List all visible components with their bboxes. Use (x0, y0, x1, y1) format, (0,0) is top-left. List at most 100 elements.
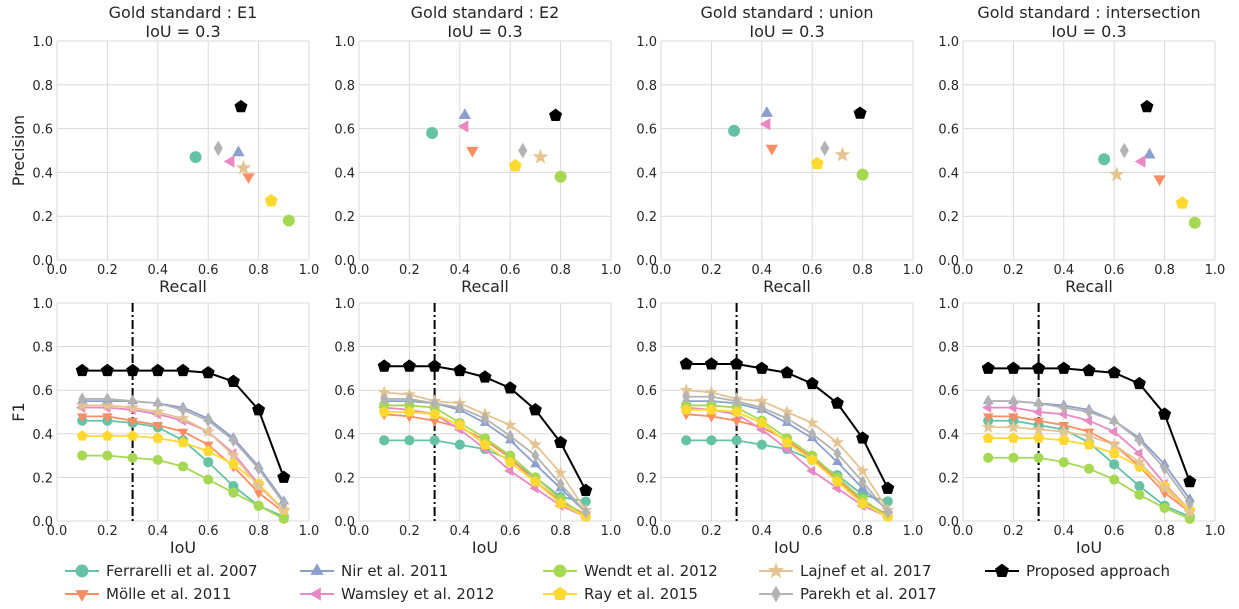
point-ferrarelli (1134, 481, 1145, 492)
x-tick-label: 0.0 (47, 263, 68, 278)
point-ray (378, 406, 390, 417)
point-parekh (581, 505, 590, 519)
x-tick-label: 0.6 (198, 524, 219, 539)
point-molle (76, 413, 88, 423)
chart-title: Gold standard : E2 (411, 3, 560, 22)
y-tick-label: 0.8 (32, 341, 53, 356)
point-proposed (478, 370, 492, 383)
x-tick-label: 0.6 (1104, 263, 1125, 278)
y-tick-label: 0.4 (334, 428, 355, 443)
y-tick-label: 0.0 (334, 515, 355, 530)
y-tick-label: 0.6 (32, 384, 53, 399)
point-ray (1083, 438, 1095, 450)
point-lajnef (235, 159, 252, 175)
y-tick-label: 0.2 (636, 471, 657, 486)
x-tick-label: 0.8 (852, 263, 873, 278)
point-wamsley (223, 155, 235, 168)
point-parekh (1009, 394, 1018, 408)
chart-panel-7: 0.0 0.2 0.4 0.6 0.8 1.0 0.0 0.2 0.4 0.6 0.8 1.0 IoU (636, 297, 923, 557)
y-axis-label: Precision (9, 115, 28, 186)
point-proposed (579, 483, 593, 496)
legend-marker-wamsley (309, 587, 321, 601)
point-parekh (481, 411, 489, 426)
point-lajnef (1108, 166, 1125, 182)
chart-panel-2: 0.0 0.2 0.4 0.6 0.8 1.0 0.0 0.2 0.4 0.6 0.8 1.0 Reca… (334, 3, 621, 296)
point-molle (765, 144, 779, 156)
point-ray (810, 156, 824, 170)
legend-label: Ray et al. 2015 (584, 585, 698, 603)
point-parekh (254, 462, 263, 476)
chart-subtitle: IoU = 0.3 (1051, 22, 1126, 41)
y-tick-label: 0.2 (32, 210, 53, 225)
point-proposed (981, 361, 995, 374)
legend-item-ferrarelli: Ferrarelli et al. 2007 (65, 562, 258, 580)
legend-item-nir: Nir et al. 2011 (300, 562, 448, 580)
point-proposed (730, 357, 744, 370)
point-ray (479, 438, 491, 450)
point-parekh (518, 142, 528, 159)
point-wendt (228, 487, 239, 498)
y-tick-label: 0.8 (334, 79, 355, 94)
point-lajnef (1082, 429, 1096, 442)
point-molle (102, 413, 113, 423)
point-ray (731, 406, 743, 417)
y-tick-label: 0.2 (938, 210, 959, 225)
y-tick-label: 0.6 (334, 123, 355, 138)
x-axis-label: IoU (1076, 538, 1102, 557)
chart-subtitle: IoU = 0.3 (749, 22, 824, 41)
point-nir (458, 108, 472, 120)
point-ray (264, 194, 278, 207)
point-parekh (732, 394, 741, 408)
legend-label: Ferrarelli et al. 2007 (106, 562, 258, 580)
point-ray (227, 458, 239, 469)
point-lajnef (1132, 455, 1146, 468)
point-proposed (1107, 365, 1121, 379)
point-parekh (808, 427, 817, 441)
point-nir (232, 145, 245, 157)
point-lajnef (1158, 481, 1172, 494)
point-ferrarelli (454, 439, 465, 450)
point-molle (152, 422, 164, 432)
point-ferrarelli (404, 435, 415, 446)
point-parekh (1119, 142, 1129, 159)
point-parekh (682, 390, 691, 404)
point-ray (705, 404, 717, 415)
legend-label: Nir et al. 2011 (341, 562, 448, 580)
point-parekh (405, 392, 414, 406)
point-ray (403, 406, 415, 417)
chart-title: Gold standard : union (700, 3, 873, 22)
point-ferrarelli (756, 439, 767, 450)
legend-label: Parekh et al. 2017 (800, 585, 937, 603)
x-tick-label: 0.2 (701, 263, 722, 278)
point-molle (429, 417, 440, 427)
y-tick-label: 0.0 (938, 515, 959, 530)
y-tick-label: 0.4 (636, 166, 657, 181)
point-lajnef (377, 385, 391, 398)
point-lajnef (1057, 424, 1071, 438)
point-proposed (1057, 361, 1071, 374)
chart-panel-3: 0.0 0.2 0.4 0.6 0.8 1.0 0.0 0.2 0.4 0.6 0.8 1.0 Reca… (636, 3, 923, 296)
chart-title: Gold standard : intersection (977, 3, 1200, 22)
chart-title: Gold standard : E1 (109, 3, 258, 22)
point-lajnef (830, 435, 844, 449)
point-ray (429, 408, 441, 419)
x-tick-label: 1.0 (299, 524, 320, 539)
x-axis-label: Recall (763, 277, 811, 296)
point-ferrarelli (189, 151, 202, 164)
legend-marker-parekh (771, 585, 781, 603)
point-molle (1033, 417, 1044, 427)
y-tick-label: 0.0 (636, 515, 657, 530)
legend-marker-lajnef (767, 562, 785, 579)
point-wendt (1184, 513, 1195, 524)
y-tick-label: 0.6 (636, 123, 657, 138)
point-ray (504, 456, 516, 467)
point-parekh (820, 140, 830, 157)
point-parekh (213, 140, 223, 157)
y-tick-label: 0.4 (32, 166, 53, 181)
x-tick-label: 0.6 (1104, 524, 1125, 539)
x-tick-label: 0.2 (97, 263, 118, 278)
x-tick-label: 0.6 (802, 524, 823, 539)
x-tick-label: 0.8 (550, 263, 571, 278)
x-tick-label: 0.6 (500, 524, 521, 539)
point-proposed (1158, 407, 1172, 420)
